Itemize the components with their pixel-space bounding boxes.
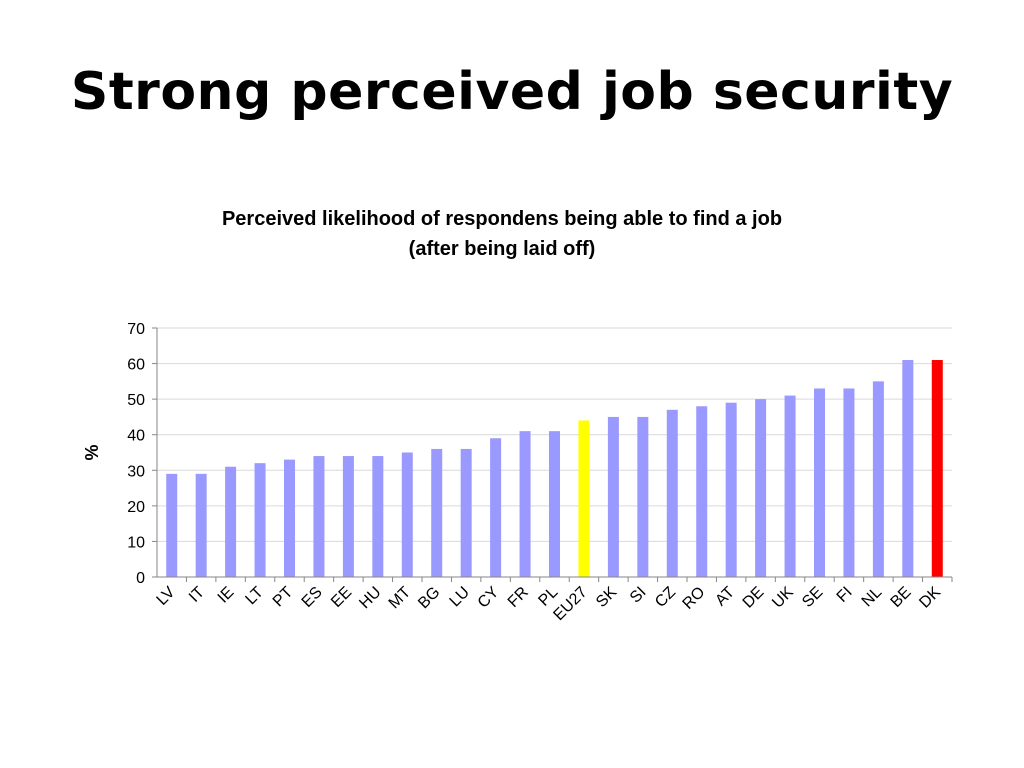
bar-eu27 xyxy=(578,420,590,577)
chart-title-line-1: Perceived likelihood of respondens being… xyxy=(221,208,783,230)
bar-fr xyxy=(519,431,531,577)
bar-bg xyxy=(431,448,443,577)
bar-pl xyxy=(549,431,560,577)
x-tick-label-bg: BG xyxy=(415,584,443,612)
bar-fi xyxy=(843,388,855,577)
slide-title: Strong perceived job security xyxy=(70,62,954,122)
bar-si xyxy=(637,416,649,577)
bar-cy xyxy=(490,438,502,577)
x-tick-label-pt: PT xyxy=(270,584,297,611)
x-tick-label-cz: CZ xyxy=(652,584,679,611)
bars xyxy=(166,360,943,577)
x-tick-label-lv: LV xyxy=(154,584,179,609)
y-tick-label: 40 xyxy=(127,428,145,445)
bar-se xyxy=(814,388,825,577)
x-tick-label-fr: FR xyxy=(505,584,532,611)
x-tick-label-se: SE xyxy=(799,584,826,611)
chart-title: Perceived likelihood of respondens being… xyxy=(0,204,1004,264)
x-tick-label-hu: HU xyxy=(356,584,384,612)
x-tick-label-uk: UK xyxy=(769,584,797,612)
y-tick-label: 30 xyxy=(127,463,145,480)
bar-cz xyxy=(666,409,678,577)
x-tick-label-si: SI xyxy=(627,584,650,607)
bar-ie xyxy=(225,466,237,577)
x-tick-label-eu27: EU27 xyxy=(550,584,590,624)
bar-lt xyxy=(254,463,266,577)
bar-at xyxy=(725,402,737,577)
y-tick-label: 70 xyxy=(127,321,145,338)
x-tick-label-nl: NL xyxy=(859,584,886,611)
x-tick-label-at: AT xyxy=(712,584,738,610)
x-tick-label-ie: IE xyxy=(215,584,238,607)
y-tick-label: 50 xyxy=(127,392,145,409)
bar-uk xyxy=(784,395,796,577)
axes xyxy=(152,327,953,582)
x-tick-label-lu: LU xyxy=(447,584,473,610)
y-axis-title: % xyxy=(82,444,102,460)
bar-it xyxy=(195,473,207,577)
x-tick-label-es: ES xyxy=(299,584,326,611)
bar-mt xyxy=(401,452,413,577)
bar-nl xyxy=(872,381,884,577)
bar-dk xyxy=(931,360,943,577)
x-tick-label-ee: EE xyxy=(328,584,355,611)
x-tick-label-dk: DK xyxy=(916,584,944,612)
x-tick-label-cy: CY xyxy=(475,584,503,612)
bar-de xyxy=(755,399,767,577)
bar-sk xyxy=(607,416,619,577)
x-tick-label-ro: RO xyxy=(680,584,709,613)
y-tick-labels: 0 10 20 30 40 50 60 70 xyxy=(127,321,145,587)
bar-ro xyxy=(696,406,708,577)
bar-pt xyxy=(284,459,295,577)
x-tick-label-it: IT xyxy=(186,584,208,606)
x-tick-label-de: DE xyxy=(740,584,768,612)
y-tick-label: 0 xyxy=(136,570,145,587)
chart-title-line-2: (after being laid off) xyxy=(408,238,596,260)
bar-be xyxy=(902,360,914,577)
x-tick-label-sk: SK xyxy=(593,584,620,611)
x-tick-label-fi: FI xyxy=(834,584,856,606)
bar-ee xyxy=(342,456,354,577)
bar-hu xyxy=(372,456,384,577)
y-tick-label: 20 xyxy=(127,499,145,516)
x-tick-label-be: BE xyxy=(888,584,915,611)
bar-lv xyxy=(166,473,178,577)
x-tick-label-mt: MT xyxy=(386,584,415,613)
bar-lu xyxy=(460,448,472,577)
x-tick-label-lt: LT xyxy=(242,584,267,609)
bar-es xyxy=(313,456,325,577)
y-tick-label: 10 xyxy=(127,534,145,551)
y-tick-label: 60 xyxy=(127,357,145,374)
